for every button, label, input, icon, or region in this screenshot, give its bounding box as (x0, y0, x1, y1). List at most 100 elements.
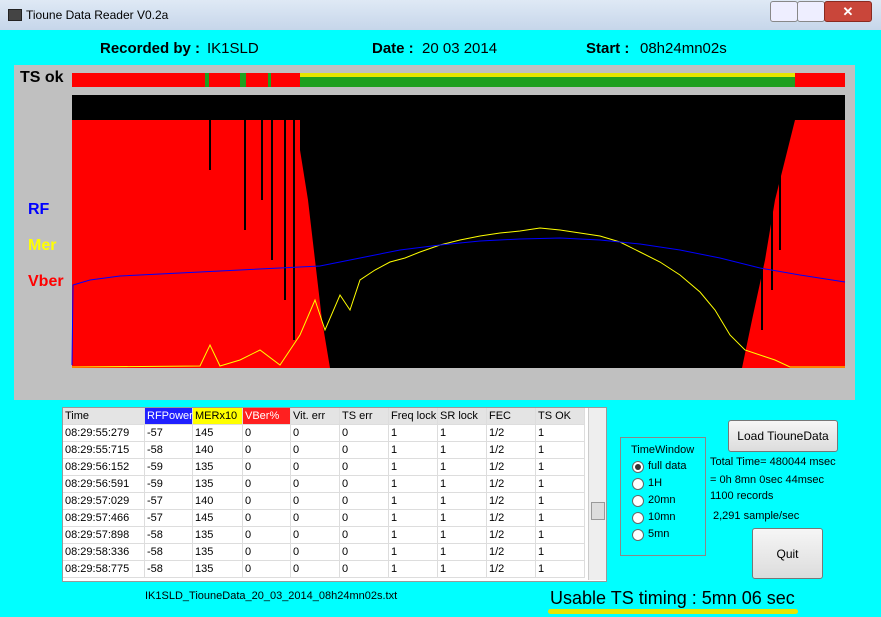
table-cell: 135 (193, 459, 243, 476)
table-cell: 0 (340, 476, 389, 493)
graph (71, 73, 846, 368)
table-cell: 08:29:57:466 (63, 510, 145, 527)
table-cell: 08:29:56:152 (63, 459, 145, 476)
plot-top-band (72, 95, 845, 120)
table-cell: 1 (389, 544, 438, 561)
radio-label[interactable]: 20mn (648, 494, 676, 506)
table-cell: 0 (291, 459, 340, 476)
table-cell: 0 (243, 527, 291, 544)
ts-ok-tick (268, 73, 271, 87)
window-title: Tioune Data Reader V0.2a (26, 8, 169, 22)
radio-button[interactable] (632, 529, 644, 541)
column-header[interactable]: Vit. err (291, 408, 340, 425)
table-cell: 140 (193, 493, 243, 510)
close-button[interactable]: ✕ (824, 1, 872, 22)
timewindow-title: TimeWindow (631, 444, 695, 456)
scroll-thumb[interactable] (591, 502, 605, 520)
table-cell: 0 (243, 510, 291, 527)
table-cell: 1 (438, 459, 487, 476)
load-button[interactable]: Load TiouneData (728, 420, 838, 452)
timewindow-group (620, 437, 706, 556)
table-scrollbar[interactable] (588, 408, 606, 580)
table-cell: 1 (389, 425, 438, 442)
ts-ok-highlight (300, 73, 795, 77)
table-cell: 1 (438, 425, 487, 442)
start-value: 08h24mn02s (640, 40, 727, 57)
table-cell: -58 (145, 442, 193, 459)
table-cell: -57 (145, 493, 193, 510)
table-cell: 1/2 (487, 510, 536, 527)
column-header[interactable]: TS OK (536, 408, 585, 425)
ts-label: TS ok (20, 69, 64, 86)
radio-label[interactable]: 10mn (648, 511, 676, 523)
table-cell: 1/2 (487, 527, 536, 544)
column-header[interactable]: TS err (340, 408, 389, 425)
column-header[interactable]: Freq lock (389, 408, 438, 425)
table-cell: 0 (291, 527, 340, 544)
data-table: Time RFPower MERx10 VBer% Vit. err TS err Freq… (62, 407, 607, 582)
table-cell: 0 (243, 442, 291, 459)
table-cell: 1 (389, 442, 438, 459)
quit-button[interactable]: Quit (752, 528, 823, 579)
column-header[interactable]: Time (63, 408, 145, 425)
table-cell: 1 (536, 425, 585, 442)
table-cell: 1 (536, 527, 585, 544)
filename: IK1SLD_TiouneData_20_03_2014_08h24mn02s.… (145, 590, 398, 602)
table-cell: 0 (340, 442, 389, 459)
table-cell: 0 (340, 544, 389, 561)
recorded-label: Recorded by : (100, 40, 201, 57)
table-cell: 1 (536, 459, 585, 476)
table-cell: 1/2 (487, 561, 536, 578)
table-cell: 0 (243, 493, 291, 510)
table-cell: 0 (243, 476, 291, 493)
table-cell: 0 (291, 442, 340, 459)
total-time: Total Time= 480044 msec (710, 456, 836, 468)
table-cell: 135 (193, 561, 243, 578)
table-cell: 0 (243, 459, 291, 476)
table-cell: 0 (340, 425, 389, 442)
radio-button[interactable] (632, 512, 644, 524)
table-cell: 1 (536, 510, 585, 527)
date-label: Date : (372, 40, 414, 57)
radio-button[interactable] (632, 461, 644, 473)
column-header[interactable]: VBer% (243, 408, 291, 425)
table-cell: 1 (536, 476, 585, 493)
radio-button[interactable] (632, 495, 644, 507)
radio-dot (635, 464, 641, 470)
table-cell: 0 (291, 476, 340, 493)
radio-button[interactable] (632, 478, 644, 490)
radio-label[interactable]: 1H (648, 477, 663, 489)
usable-underline (548, 609, 798, 614)
radio-label[interactable]: 5mn (648, 528, 670, 540)
table-cell: 08:29:55:279 (63, 425, 145, 442)
mer-trace (71, 227, 845, 368)
table-cell: 0 (291, 510, 340, 527)
date-value: 20 03 2014 (422, 40, 498, 57)
legend-mer: Mer (28, 237, 57, 254)
column-header[interactable]: RFPower (145, 408, 193, 425)
table-cell: 1 (438, 561, 487, 578)
table-cell: 1 (536, 544, 585, 561)
table-cell: 0 (340, 561, 389, 578)
table-cell: 1/2 (487, 459, 536, 476)
column-header[interactable]: SR lock (438, 408, 487, 425)
table-cell: 0 (291, 561, 340, 578)
table-cell: 135 (193, 476, 243, 493)
table-cell: 1 (389, 493, 438, 510)
column-header[interactable]: FEC (487, 408, 536, 425)
table-cell: 1/2 (487, 476, 536, 493)
radio-label[interactable]: full data (648, 460, 687, 472)
table-cell: 0 (340, 527, 389, 544)
table-cell: 1/2 (487, 544, 536, 561)
table-cell: 1 (389, 476, 438, 493)
table-cell: 1/2 (487, 493, 536, 510)
start-label: Start : (586, 40, 630, 57)
table-cell: 08:29:57:029 (63, 493, 145, 510)
column-header[interactable]: MERx10 (193, 408, 243, 425)
table-cell: 1 (438, 527, 487, 544)
table-cell: 08:29:57:898 (63, 527, 145, 544)
table-cell: 1 (438, 493, 487, 510)
usable-ts-timing: Usable TS timing : 5mn 06 sec (550, 588, 795, 608)
table-cell: 0 (291, 544, 340, 561)
